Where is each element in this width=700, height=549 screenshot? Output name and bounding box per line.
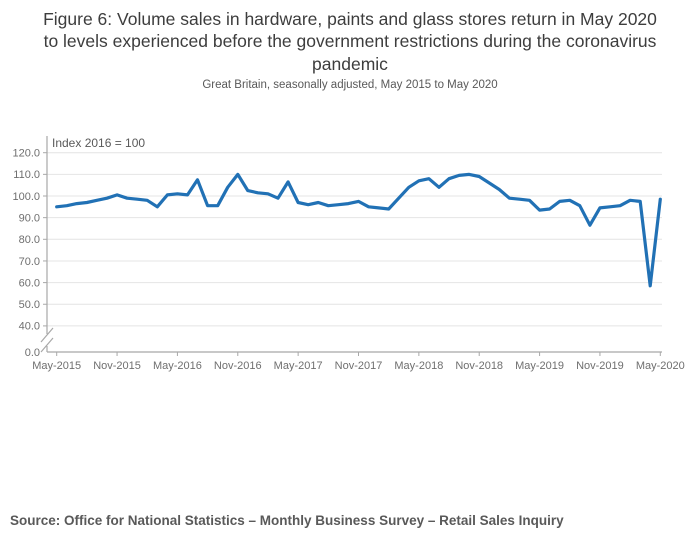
svg-text:May-2019: May-2019	[515, 360, 564, 372]
svg-text:Nov-2017: Nov-2017	[335, 360, 383, 372]
svg-text:0.0: 0.0	[25, 347, 40, 359]
line-chart: 0.0 40.0 50.0 60.0 70.0 80.0 90.0 100.0 110.0 120…	[12, 136, 685, 372]
svg-text:May-2015: May-2015	[32, 360, 81, 372]
svg-text:Index 2016 = 100: Index 2016 = 100	[52, 136, 145, 150]
svg-text:May-2020: May-2020	[636, 360, 685, 372]
svg-text:90.0: 90.0	[19, 212, 40, 224]
source-note: Source: Office for National Statistics –…	[10, 513, 564, 528]
svg-text:Nov-2019: Nov-2019	[576, 360, 624, 372]
svg-text:50.0: 50.0	[19, 299, 40, 311]
svg-text:110.0: 110.0	[13, 169, 40, 181]
figure-title: Figure 6: Volume sales in hardware, pain…	[43, 9, 657, 74]
svg-text:120.0: 120.0	[12, 148, 40, 160]
svg-text:Nov-2016: Nov-2016	[214, 360, 262, 372]
svg-text:May-2016: May-2016	[153, 360, 202, 372]
figure-subtitle: Great Britain, seasonally adjusted, May …	[202, 79, 498, 91]
svg-text:40.0: 40.0	[19, 321, 40, 333]
svg-text:60.0: 60.0	[19, 277, 40, 289]
svg-text:May-2017: May-2017	[274, 360, 323, 372]
svg-text:Nov-2015: Nov-2015	[93, 360, 141, 372]
svg-text:100.0: 100.0	[12, 191, 40, 203]
svg-text:Nov-2018: Nov-2018	[455, 360, 503, 372]
svg-text:80.0: 80.0	[19, 234, 40, 246]
svg-text:70.0: 70.0	[19, 256, 40, 268]
svg-text:May-2018: May-2018	[394, 360, 443, 372]
chart-area: 0.0 40.0 50.0 60.0 70.0 80.0 90.0 100.0 110.0 120…	[0, 116, 700, 384]
